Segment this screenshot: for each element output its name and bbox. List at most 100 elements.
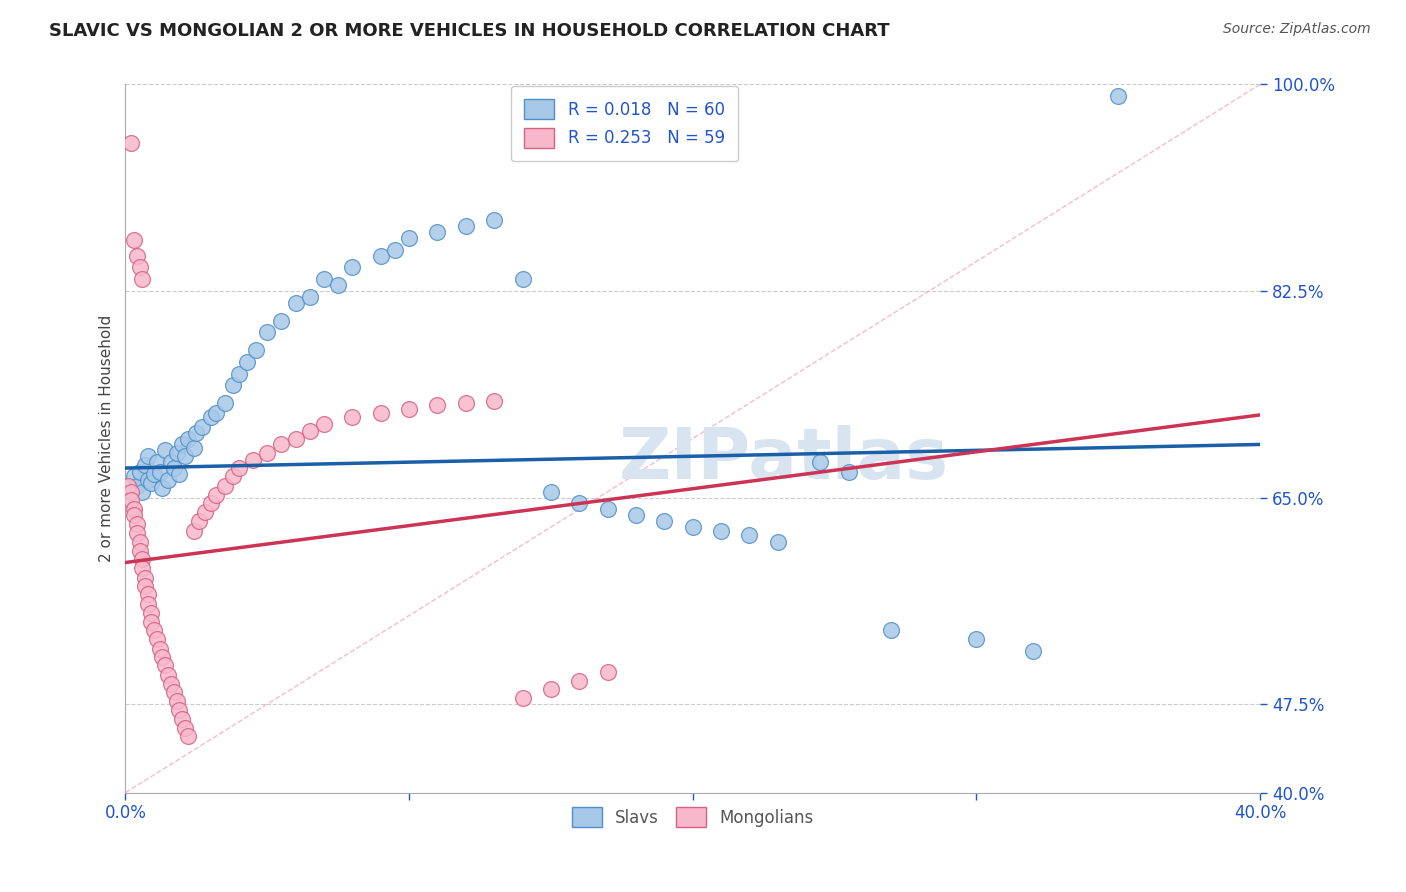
Point <box>596 665 619 680</box>
Point <box>136 473 159 487</box>
Point <box>568 673 591 688</box>
Point <box>183 441 205 455</box>
Point <box>312 272 335 286</box>
Point <box>117 479 139 493</box>
Point <box>298 425 321 439</box>
Point <box>142 623 165 637</box>
Text: SLAVIC VS MONGOLIAN 2 OR MORE VEHICLES IN HOUSEHOLD CORRELATION CHART: SLAVIC VS MONGOLIAN 2 OR MORE VEHICLES I… <box>49 22 890 40</box>
Point <box>540 681 562 696</box>
Point <box>122 469 145 483</box>
Point <box>426 399 449 413</box>
Point <box>136 597 159 611</box>
Point <box>174 721 197 735</box>
Point <box>808 455 831 469</box>
Point <box>169 467 191 481</box>
Point <box>342 410 364 425</box>
Point <box>136 449 159 463</box>
Point <box>454 396 477 410</box>
Point <box>172 713 194 727</box>
Point <box>398 231 420 245</box>
Point <box>156 473 179 487</box>
Point <box>242 452 264 467</box>
Point <box>965 632 987 647</box>
Point <box>136 587 159 601</box>
Point <box>228 461 250 475</box>
Point <box>270 313 292 327</box>
Point <box>1107 89 1129 103</box>
Point <box>370 406 392 420</box>
Point <box>205 488 228 502</box>
Point <box>166 446 188 460</box>
Point <box>120 492 142 507</box>
Point <box>128 465 150 479</box>
Point <box>142 467 165 481</box>
Point <box>120 136 142 151</box>
Point <box>342 260 364 275</box>
Point <box>125 526 148 541</box>
Point <box>222 378 245 392</box>
Point <box>284 295 307 310</box>
Point <box>128 543 150 558</box>
Point <box>145 455 167 469</box>
Point <box>139 606 162 620</box>
Point <box>384 243 406 257</box>
Point <box>150 649 173 664</box>
Point <box>163 685 186 699</box>
Point <box>222 469 245 483</box>
Point <box>568 496 591 510</box>
Point <box>328 278 350 293</box>
Point <box>200 410 222 425</box>
Point <box>200 496 222 510</box>
Point <box>370 249 392 263</box>
Point <box>186 425 208 440</box>
Point <box>194 505 217 519</box>
Point <box>128 535 150 549</box>
Point <box>482 213 505 227</box>
Point <box>228 367 250 381</box>
Point <box>163 461 186 475</box>
Point <box>122 508 145 523</box>
Point <box>131 552 153 566</box>
Point <box>177 432 200 446</box>
Point <box>298 290 321 304</box>
Point <box>145 632 167 647</box>
Point <box>122 233 145 247</box>
Point <box>1022 644 1045 658</box>
Point <box>131 272 153 286</box>
Point <box>512 691 534 706</box>
Point <box>177 729 200 743</box>
Point <box>682 520 704 534</box>
Point <box>426 225 449 239</box>
Point <box>738 528 761 542</box>
Point <box>245 343 267 357</box>
Point <box>153 658 176 673</box>
Point <box>148 465 170 479</box>
Point <box>120 484 142 499</box>
Point <box>214 479 236 493</box>
Point <box>125 249 148 263</box>
Point <box>205 406 228 420</box>
Point <box>191 419 214 434</box>
Y-axis label: 2 or more Vehicles in Household: 2 or more Vehicles in Household <box>100 315 114 562</box>
Point <box>125 516 148 531</box>
Point <box>125 479 148 493</box>
Point <box>160 455 183 469</box>
Point <box>766 535 789 549</box>
Point <box>166 693 188 707</box>
Point <box>236 355 259 369</box>
Point <box>172 437 194 451</box>
Point <box>131 484 153 499</box>
Point <box>398 402 420 417</box>
Text: Source: ZipAtlas.com: Source: ZipAtlas.com <box>1223 22 1371 37</box>
Point <box>256 326 278 340</box>
Point <box>131 561 153 575</box>
Point <box>654 514 676 528</box>
Point <box>710 524 733 538</box>
Point <box>188 514 211 528</box>
Point <box>122 502 145 516</box>
Point <box>150 481 173 495</box>
Point <box>139 476 162 491</box>
Legend: Slavs, Mongolians: Slavs, Mongolians <box>565 800 820 834</box>
Point <box>512 272 534 286</box>
Point <box>148 641 170 656</box>
